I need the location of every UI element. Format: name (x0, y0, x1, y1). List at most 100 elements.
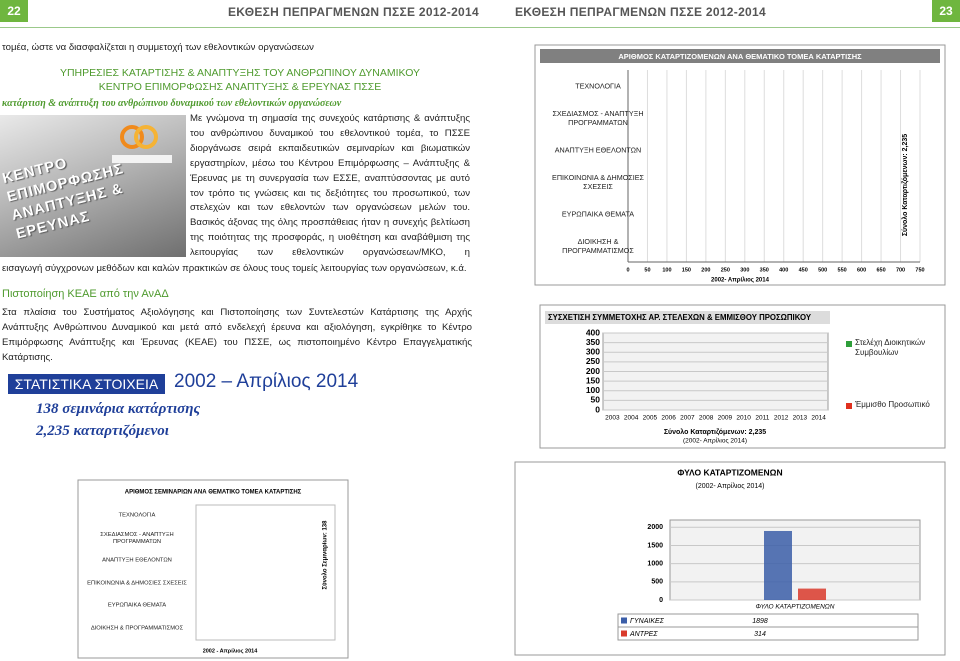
annotation: Σύνολο Καταρτιζόμενων: 2,235 (664, 428, 766, 436)
photo: ΚΕΝΤΡΟ ΕΠΙΜΟΡΦΩΣΗΣ ΑΝΑΠΤΥΞΗΣ & ΕΡΕΥΝΑΣ (0, 115, 186, 257)
category-label: ΑΝΑΠΤΥΞΗ ΕΘΕΛΟΝΤΩΝ (554, 145, 642, 155)
x-tick-label: 2004 (624, 415, 639, 422)
x-tick-label: 2014 (811, 415, 826, 422)
table-value: 314 (754, 631, 766, 638)
x-tick-label: 2005 (643, 415, 658, 422)
category-label: ΕΠΙΚΟΙΝΩΝΙΑ & ΔΗΜΟΣΙΕΣ ΣΧΕΣΕΙΣ (552, 173, 644, 191)
category-label: ΕΥΡΩΠΑΙΚΑ ΘΕΜΑΤΑ (561, 209, 635, 219)
legend-swatch (846, 341, 852, 347)
x-tick-label: 650 (876, 267, 885, 273)
category-label: ΕΠΙΚΟΙΝΩΝΙΑ & ΔΗΜΟΣΙΕΣ ΣΧΕΣΕΙΣ (87, 580, 187, 587)
x-tick-label: 0 (626, 267, 629, 273)
x-tick-label: 150 (682, 267, 691, 273)
table-row (617, 626, 919, 641)
y-tick-label: 2000 (647, 524, 663, 531)
y-tick-label: 150 (586, 375, 600, 385)
annotation: Σύνολο Σεμιναρίων: 138 (323, 520, 329, 590)
title-band (540, 49, 940, 63)
category-label: ΑΝΑΠΤΥΞΗ ΕΘΕΛΟΝΤΩΝ (102, 557, 172, 564)
category-label: ΔΙΟΙΚΗΣΗ & ΠΡΟΓΡΑΜΜΑΤΙΣΜΟΣ (90, 625, 184, 632)
x-tick-label: 2006 (661, 415, 676, 422)
chart-title: ΦΥΛΟ ΚΑΤΑΡΤΙΖΟΜΕΝΩΝ (677, 467, 782, 477)
x-tick-label: 700 (896, 267, 905, 273)
annotation: Σύνολο Καταρτιζόμενων: 2,235 (901, 134, 909, 236)
x-tick-label: 550 (838, 267, 847, 273)
bar (798, 588, 826, 600)
title-band (545, 311, 830, 324)
y-tick-label: 0 (659, 597, 663, 604)
x-tick-label: 400 (779, 267, 788, 273)
x-tick-label: 250 (721, 267, 730, 273)
x-tick-label: 2007 (680, 415, 695, 422)
x-tick-label: 450 (799, 267, 808, 273)
y-tick-label: 350 (586, 337, 600, 347)
tagline: κατάρτιση & ανάπτυξη του ανθρώπινου δυνα… (2, 98, 342, 109)
x-tick-label: 100 (662, 267, 671, 273)
paragraph: εισαγωγή σύγχρονων μεθόδων και καλών πρα… (2, 263, 467, 274)
chart-title: ΑΡΙΘΜΟΣ ΚΑΤΑΡΤΙΖΟΜΕΝΩΝ ΑΝΑ ΘΕΜΑΤΙΚΟ ΤΟΜΕ… (618, 52, 862, 61)
x-tick-label: 350 (760, 267, 769, 273)
y-tick-label: 250 (586, 356, 600, 366)
chart-subtitle: (2002- Απρίλιος 2014) (696, 482, 765, 490)
x-tick-label: 2008 (699, 415, 714, 422)
x-tick-label: 500 (818, 267, 827, 273)
page-header: ΕΚΘΕΣΗ ΠΕΠΡΑΓΜΕΝΩΝ ΠΣΣΕ 2012-2014 (515, 5, 766, 19)
logo (112, 125, 172, 163)
x-tick-label: 50 (644, 267, 650, 273)
y-tick-label: 500 (651, 579, 663, 586)
y-tick-label: 0 (595, 404, 600, 414)
table-label: ΓΥΝΑΙΚΕΣ (630, 618, 665, 625)
stats-seminars: 138 σεμινάρια κατάρτισης (36, 401, 201, 417)
page-header: ΕΚΘΕΣΗ ΠΕΠΡΑΓΜΕΝΩΝ ΠΣΣΕ 2012-2014 (228, 5, 479, 19)
x-tick-label: 2013 (793, 415, 808, 422)
plot-area (669, 519, 921, 601)
x-tick-label: 2011 (755, 415, 769, 422)
y-tick-label: 1000 (647, 560, 663, 567)
x-tick-label: ΦΥΛΟ ΚΑΤΑΡΤΙΖΟΜΕΝΩΝ (756, 604, 835, 611)
y-tick-label: 1500 (647, 542, 663, 549)
stats-label: ΣΤΑΤΙΣΤΙΚΑ ΣΤΟΙΧΕΙΑ (8, 374, 165, 394)
paragraph: Στα πλαίσια του Συστήματος Αξιολόγησης κ… (2, 307, 472, 363)
x-tick-label: 300 (740, 267, 749, 273)
paragraph: Με γνώμονα τη σημασία της συνεχούς κατάρ… (190, 113, 470, 259)
x-axis-label: 2002 - Απρίλιος 2014 (203, 648, 259, 654)
bar (764, 530, 792, 600)
page-number: 22 (0, 0, 28, 22)
stats-period: 2002 – Απρίλιος 2014 (174, 371, 359, 392)
category-label: ΕΥΡΩΠΑΙΚΑ ΘΕΜΑΤΑ (107, 602, 167, 609)
legend-label: Στελέχη Διοικητικών Συμβουλίων (855, 338, 926, 357)
category-label: ΤΕΧΝΟΛΟΓΙΑ (575, 81, 621, 91)
plot-area (195, 504, 336, 641)
section-heading: ΥΠΗΡΕΣΙΕΣ ΚΑΤΑΡΤΙΣΗΣ & ΑΝΑΠΤΥΞΗΣ ΤΟΥ ΑΝΘ… (59, 67, 421, 79)
x-tick-label: 600 (857, 267, 866, 273)
y-tick-label: 200 (586, 366, 600, 376)
x-tick-label: 2012 (774, 415, 789, 422)
chart-subtitle: (2002- Απρίλιος 2014) (683, 437, 747, 445)
legend-swatch (846, 403, 852, 409)
x-tick-label: 2003 (605, 415, 620, 422)
table-value: 1898 (752, 618, 768, 625)
category-label: ΤΕΧΝΟΛΟΓΙΑ (118, 512, 156, 519)
category-label: ΣΧΕΔΙΑΣΜΟΣ - ΑΝΑΠΤΥΞΗ ΠΡΟΓΡΑΜΜΑΤΩΝ (100, 531, 174, 545)
x-tick-label: 2010 (736, 415, 751, 422)
legend-label: Έμμισθο Προσωπικό (855, 400, 930, 409)
y-tick-label: 50 (591, 395, 601, 405)
legend-swatch (621, 617, 627, 624)
y-tick-label: 300 (586, 347, 600, 357)
chart-frame (534, 44, 946, 286)
intro-line: τομέα, ώστε να διασφαλίζεται η συμμετοχή… (2, 42, 314, 53)
header-rule (0, 27, 960, 28)
chart-title: ΑΡΙΘΜΟΣ ΣΕΜΙΝΑΡΙΩΝ ΑΝΑ ΘΕΜΑΤΙΚΟ ΤΟΜΕΑ ΚΑ… (125, 490, 302, 496)
section-heading: ΚΕΝΤΡΟ ΕΠΙΜΟΡΦΩΣΗΣ ΑΝΑΠΤΥΞΗΣ & ΕΡΕΥΝΑΣ Π… (98, 81, 382, 93)
x-tick-label: 2009 (718, 415, 733, 422)
y-tick-label: 100 (586, 385, 600, 395)
page-number: 23 (932, 0, 960, 22)
stats-trainees: 2,235 καταρτιζόμενοι (36, 423, 169, 439)
x-tick-label: 200 (701, 267, 710, 273)
chart-title: ΣΥΣΧΕΤΙΣΗ ΣΥΜΜΕΤΟΧΗΣ ΑΡ. ΣΤΕΛΕΧΩΝ & ΕΜΜΙ… (548, 313, 812, 322)
x-tick-label: 750 (915, 267, 924, 273)
table-label: ΑΝΤΡΕΣ (629, 631, 658, 638)
category-label: ΣΧΕΔΙΑΣΜΟΣ - ΑΝΑΠΤΥΞΗ ΠΡΟΓΡΑΜΜΑΤΩΝ (552, 109, 644, 127)
